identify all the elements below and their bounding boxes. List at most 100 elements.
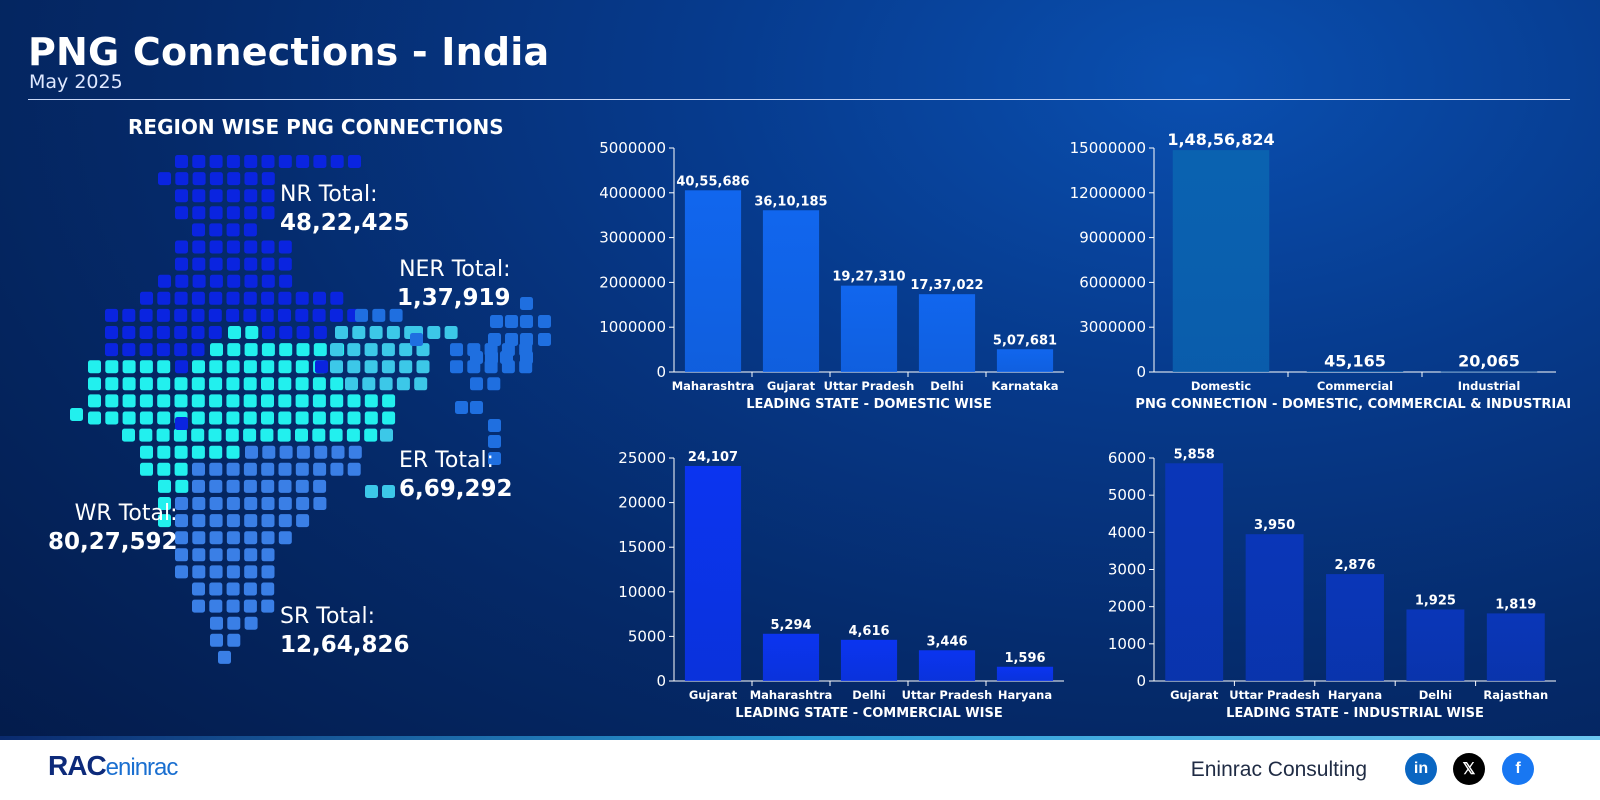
map-tile xyxy=(157,377,171,391)
map-tile xyxy=(313,155,327,168)
map-tile xyxy=(262,445,276,459)
x-icon[interactable]: 𝕏 xyxy=(1453,753,1485,785)
map-tile xyxy=(226,531,240,545)
map-tile xyxy=(348,155,361,168)
map-tile xyxy=(330,291,344,305)
data-label: 17,37,022 xyxy=(910,278,983,293)
map-tile xyxy=(105,411,119,425)
region-label-nr: NR Total: 48,22,425 xyxy=(280,182,410,236)
map-tile xyxy=(487,377,501,391)
map-tile xyxy=(314,445,328,459)
map-tile xyxy=(158,497,171,510)
map-tile xyxy=(278,240,292,254)
map-tile xyxy=(335,326,348,339)
y-tick-label: 6000000 xyxy=(1079,273,1146,291)
bar xyxy=(762,210,820,372)
map-tile xyxy=(226,206,240,220)
map-tile xyxy=(312,394,326,408)
map-tile xyxy=(226,155,240,168)
map-tile xyxy=(243,411,257,425)
map-tile xyxy=(296,343,310,357)
map-tile xyxy=(156,308,170,322)
map-tile xyxy=(122,428,135,442)
data-label: 2,876 xyxy=(1334,558,1375,573)
data-label: 3,950 xyxy=(1254,518,1295,533)
map-tile xyxy=(192,155,206,168)
map-tile xyxy=(158,514,171,528)
map-tile xyxy=(296,514,310,528)
map-tile xyxy=(261,257,275,271)
map-tile xyxy=(364,411,378,425)
map-tile xyxy=(365,485,378,498)
chart-commercial-states: 0 5000 10000 15000 20000 25000 24,107 Gujarat 5,… xyxy=(590,440,1085,735)
map-tile xyxy=(192,189,206,203)
map-tile xyxy=(399,343,413,357)
map-tile xyxy=(139,343,153,357)
map-tile xyxy=(364,394,378,408)
map-tile xyxy=(261,343,275,357)
chart-caption: PNG CONNECTION - DOMESTIC, COMMERCIAL & … xyxy=(1135,397,1570,412)
data-label: 24,107 xyxy=(688,450,738,465)
map-tile xyxy=(244,531,258,545)
map-tile xyxy=(346,428,360,442)
map-tile xyxy=(313,497,327,510)
map-tile xyxy=(192,582,205,596)
map-tile xyxy=(330,377,344,391)
map-tile xyxy=(192,223,205,237)
map-tile xyxy=(209,445,223,459)
map-tile xyxy=(382,411,396,425)
map-tile xyxy=(278,308,291,322)
map-tile xyxy=(455,401,468,414)
footer: RACeninrac Eninrac Consulting in 𝕏 f xyxy=(0,740,1600,800)
chart-domestic-states: 0 1000000 2000000 3000000 4000000 5000000 40,5… xyxy=(590,128,1085,423)
map-tile xyxy=(500,351,513,364)
map-tile xyxy=(296,445,310,459)
data-label: 45,165 xyxy=(1324,351,1386,370)
map-tile xyxy=(209,599,223,613)
map-tile xyxy=(485,351,498,364)
map-tile xyxy=(488,419,501,432)
map-tile xyxy=(505,333,518,346)
map-tile xyxy=(277,428,291,442)
map-tile xyxy=(122,326,136,339)
map-tile xyxy=(295,479,309,493)
map-tile xyxy=(226,257,240,271)
map-tile xyxy=(347,343,361,357)
map-tile xyxy=(520,351,533,364)
map-tile xyxy=(218,650,231,664)
bar xyxy=(684,465,742,681)
map-tile xyxy=(191,445,205,459)
map-tile xyxy=(105,343,118,357)
map-tile xyxy=(520,297,533,310)
map-tile xyxy=(330,462,344,476)
chart-caption: LEADING STATE - COMMERCIAL WISE xyxy=(735,706,1002,721)
data-label: 4,616 xyxy=(848,624,889,639)
map-tile xyxy=(414,377,428,391)
map-tile xyxy=(330,343,343,357)
category-label: Delhi xyxy=(930,379,963,393)
map-tile xyxy=(227,616,241,630)
linkedin-icon[interactable]: in xyxy=(1405,753,1437,785)
footer-accent-bar xyxy=(0,736,1600,741)
map-tile xyxy=(226,360,240,374)
y-tick-label: 1000 xyxy=(1108,635,1146,653)
map-tile xyxy=(372,308,386,322)
facebook-icon[interactable]: f xyxy=(1502,753,1534,785)
y-tick-label: 3000 xyxy=(1108,561,1146,579)
category-label: Delhi xyxy=(1419,688,1452,702)
map-tile xyxy=(105,377,119,391)
map-tile xyxy=(330,155,344,168)
map-tile xyxy=(244,514,258,528)
map-tile xyxy=(70,408,83,421)
map-tile xyxy=(157,462,171,476)
map-tile xyxy=(122,308,136,322)
map-tile xyxy=(139,308,153,322)
map-tile xyxy=(243,599,257,613)
map-tile xyxy=(210,633,223,647)
map-tile xyxy=(244,565,258,579)
map-tile xyxy=(329,428,343,442)
map-tile xyxy=(192,479,205,493)
map-tile xyxy=(210,343,223,357)
bar xyxy=(762,633,820,681)
map-title: REGION WISE PNG CONNECTIONS xyxy=(128,115,504,139)
